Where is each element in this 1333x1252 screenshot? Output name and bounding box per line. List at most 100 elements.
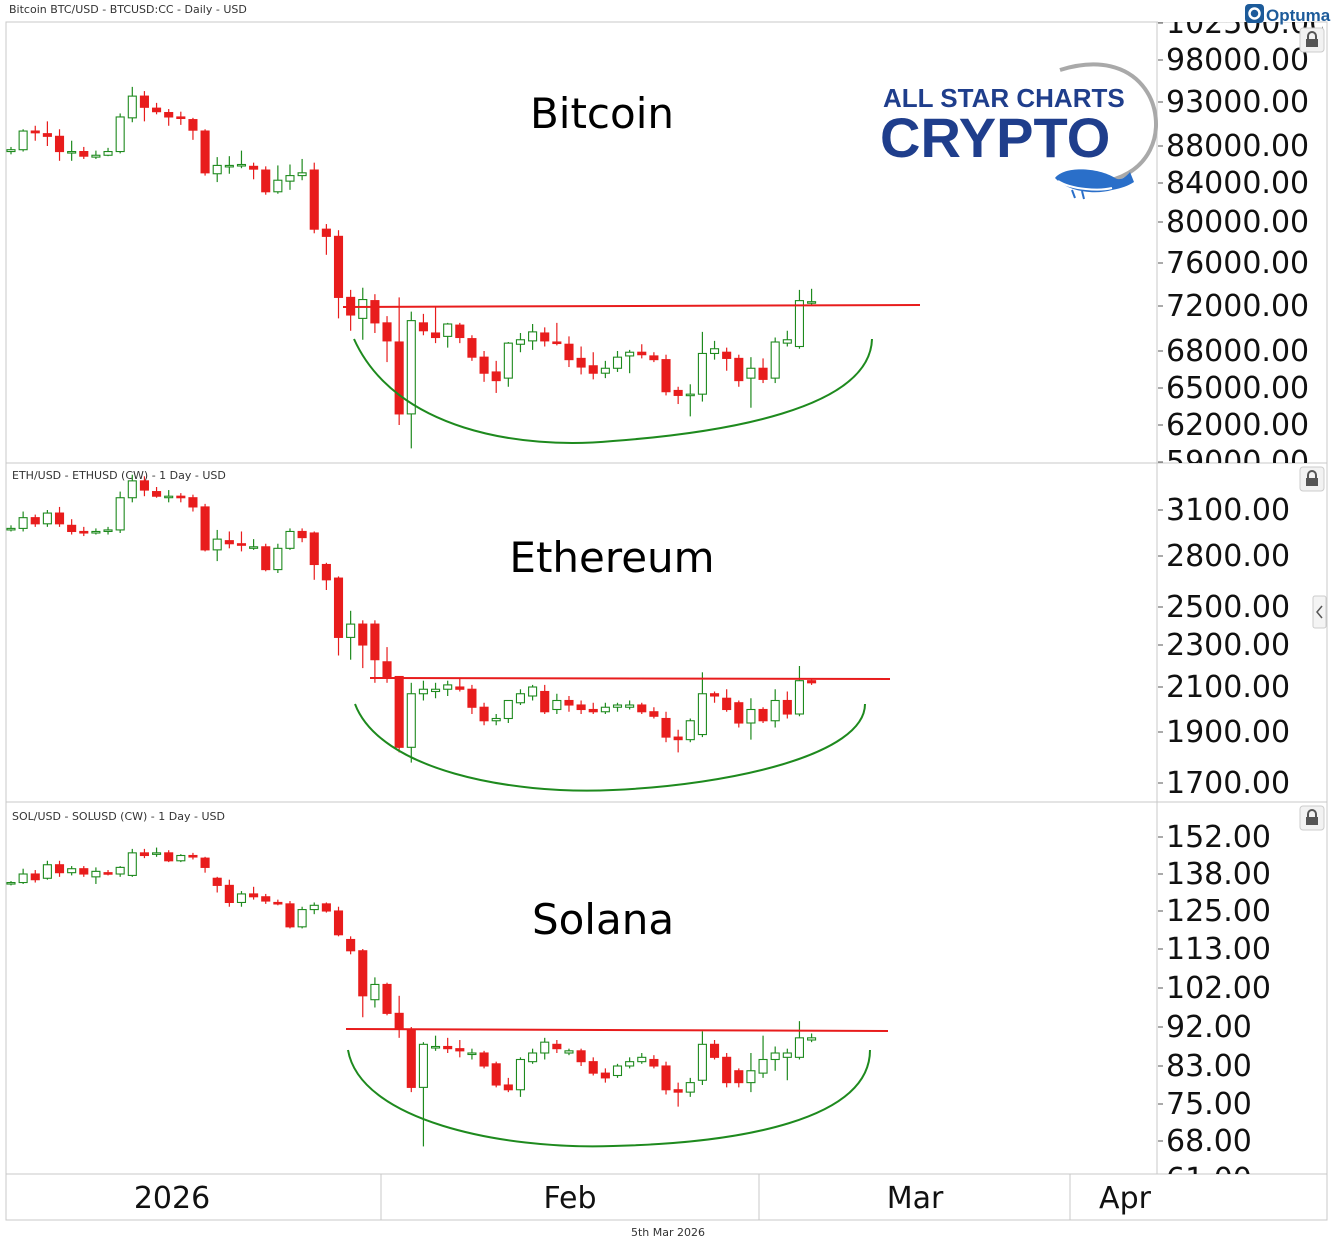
candle [649,707,659,719]
rounding-bottom-arc-bitcoin [353,338,873,444]
candle [42,510,52,527]
candle-body [734,357,744,382]
candle-body [79,151,89,157]
candle-body [588,708,598,713]
panel-header-solana: SOL/USD - SOLUSD (CW) - 1 Day - USD [12,810,225,823]
candle [67,866,77,876]
lock-icon[interactable] [1299,27,1325,53]
candle-body [625,351,635,357]
candle [734,700,744,728]
candle [697,672,707,738]
candle-body [358,298,368,319]
candle-body [782,699,792,715]
candle-body [697,693,707,736]
resistance-line-ethereum [369,677,891,680]
candle-body [346,938,356,952]
candle-body [249,546,259,549]
panel-header-ethereum: ETH/USD - ETHUSD (CW) - 1 Day - USD [12,469,226,482]
candle-body [709,693,720,697]
candle-body [18,873,28,884]
candle [30,514,40,527]
candle-body [467,688,477,708]
candle [455,1040,465,1058]
candle-body [261,546,271,571]
candle [91,528,101,535]
candle-body [164,495,174,499]
candle-body [491,1063,501,1086]
candle-body [661,359,671,393]
candle [491,714,501,726]
candle-body [200,130,210,174]
candle-body [807,1037,817,1041]
candle [625,349,635,374]
candle-body [370,300,380,324]
collapse-arrow-icon[interactable] [1312,595,1327,629]
candle [564,1048,574,1056]
candle [564,336,574,368]
y-tick-label: 152.00 [1166,820,1271,855]
candle [807,1033,817,1043]
candle-body [576,1050,586,1063]
candle [200,856,210,873]
candle-body [67,151,77,154]
candle-body [382,322,392,342]
y-tick-label: 2100.00 [1166,670,1290,705]
candle-body [552,699,562,711]
candle-body [103,529,113,533]
candle [661,1061,671,1095]
lock-icon[interactable] [1299,466,1325,492]
y-tick-label: 1700.00 [1166,766,1290,801]
candle [18,868,28,884]
candle [285,528,295,550]
candle [370,620,380,683]
candle-body [794,300,805,348]
candle [382,316,392,363]
candle [673,1082,683,1107]
candle-body [42,133,52,137]
candle-body [200,506,210,551]
candle-body [746,708,756,724]
logo-line-2: CRYPTO [880,106,1110,169]
y-tick-label: 2800.00 [1166,539,1290,574]
candle [18,129,28,152]
candle-body [212,877,222,886]
candle [770,1046,780,1071]
candle-body [164,112,174,118]
candle [467,335,477,361]
chart-title-solana: Solana [532,895,674,944]
candle [42,860,52,880]
candle-body [297,909,307,928]
candle [540,684,550,714]
candle [758,1035,768,1078]
candle-body [164,852,174,862]
candle-body [418,322,428,332]
candle-body [382,661,392,678]
candle-body [6,527,16,531]
candle [467,1048,477,1060]
candle-body [6,149,16,153]
candle [794,1021,805,1060]
candle [503,342,513,387]
candle [152,847,162,857]
candle-body [564,343,574,361]
lock-icon[interactable] [1299,805,1325,831]
candle-body [103,872,113,875]
candle [576,346,586,375]
candle-body [358,623,368,646]
candle-body [273,179,283,193]
candle [443,1037,453,1053]
candle [333,576,344,656]
candle-body [321,228,331,237]
candle-body [152,852,162,855]
candle-body [18,517,28,529]
panel-header-bitcoin: Bitcoin BTC/USD - BTCUSD:CC - Daily - US… [9,3,247,16]
candle [273,899,283,906]
candle-body [333,235,344,298]
candle-body [79,530,89,534]
candle-body [285,903,295,928]
candle [139,476,149,497]
resistance-line-solana [345,1028,889,1032]
candle [552,322,562,346]
